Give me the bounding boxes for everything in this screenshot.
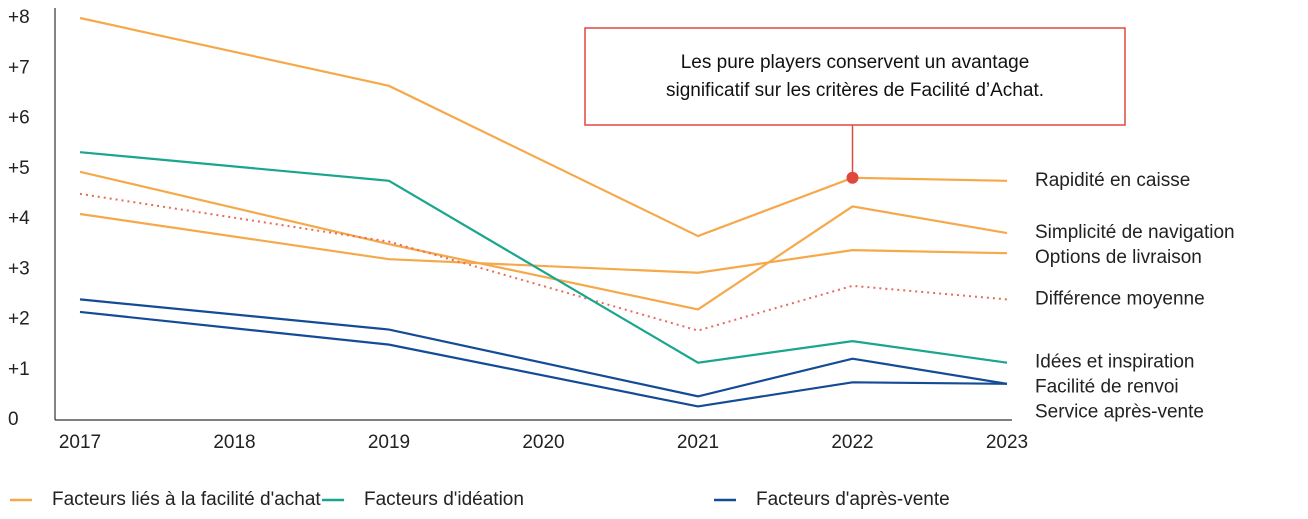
- y-tick-label: +8: [8, 7, 30, 28]
- line: [79, 192, 1008, 332]
- legend-label: Facteurs d'après-vente: [756, 489, 950, 510]
- series-label: Rapidité en caisse: [1035, 170, 1190, 191]
- y-tick-label: +1: [8, 359, 30, 380]
- x-tick-label: 2019: [368, 432, 410, 453]
- series-label: Simplicité de navigation: [1035, 222, 1235, 243]
- series-label: Service après-vente: [1035, 402, 1204, 423]
- line: [79, 151, 1008, 364]
- y-tick-label: +2: [8, 309, 30, 330]
- annotation-text: significatif sur les critères de Facilit…: [666, 80, 1044, 101]
- series-label: Idées et inspiration: [1035, 352, 1195, 373]
- annotation-dot: [846, 171, 859, 184]
- line: [79, 298, 1008, 398]
- line: [79, 310, 1008, 408]
- x-tick-label: 2023: [986, 432, 1028, 453]
- y-tick-label: +4: [8, 208, 30, 229]
- y-tick-label: +3: [8, 258, 30, 279]
- line: [79, 16, 1008, 238]
- annotation-text: Les pure players conservent un avantage: [681, 52, 1030, 73]
- x-tick-label: 2018: [213, 432, 255, 453]
- y-tick-label: +7: [8, 57, 30, 78]
- series-label: Facilité de renvoi: [1035, 377, 1179, 398]
- y-tick-label: +5: [8, 158, 30, 179]
- line: [79, 212, 1008, 274]
- line: [79, 170, 1008, 311]
- y-tick-label: +6: [8, 108, 30, 129]
- y-tick-label: 0: [8, 409, 19, 430]
- series-label: Options de livraison: [1035, 247, 1202, 268]
- x-tick-label: 2021: [677, 432, 719, 453]
- x-tick-label: 2020: [522, 432, 564, 453]
- annotation-box: [584, 27, 1126, 126]
- x-tick-label: 2017: [59, 432, 101, 453]
- legend-label: Facteurs d'idéation: [364, 489, 524, 510]
- series-label: Différence moyenne: [1035, 288, 1205, 309]
- x-tick-label: 2022: [831, 432, 873, 453]
- legend-label: Facteurs liés à la facilité d'achat: [52, 489, 321, 510]
